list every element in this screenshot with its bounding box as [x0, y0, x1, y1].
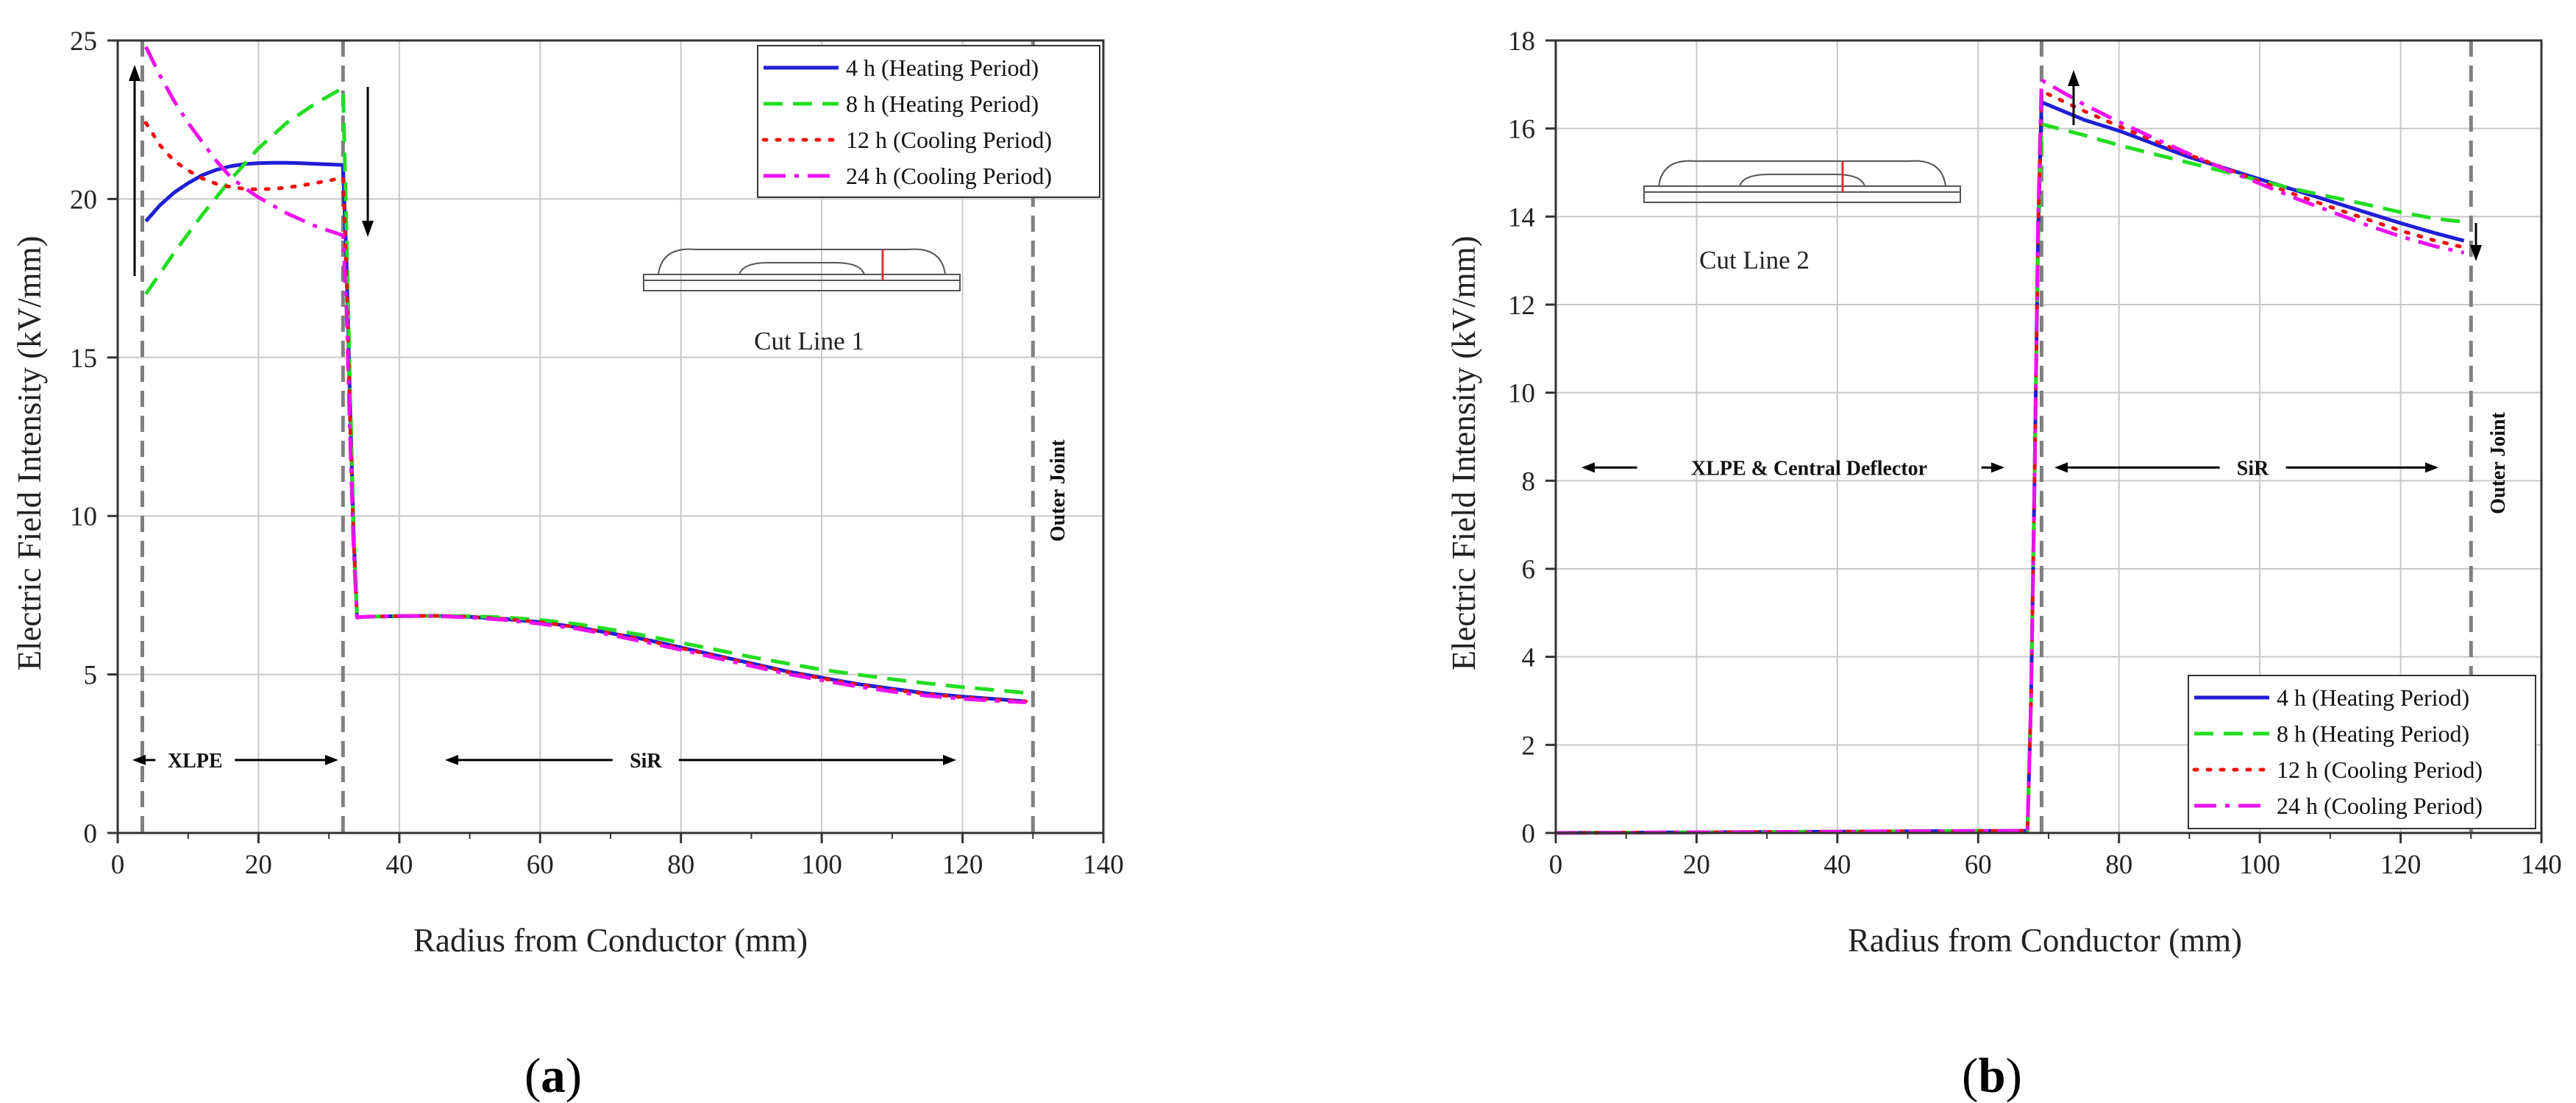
y-tick-label: 12 [1508, 291, 1535, 321]
outer-joint-label: Outer Joint [2487, 411, 2510, 514]
x-tick-label: 140 [2521, 850, 2562, 880]
y-tick-label: 4 [1522, 643, 1536, 673]
legend-entry-3: 12 h (Cooling Period) [2277, 756, 2483, 783]
y-tick-label: 2 [1522, 731, 1536, 761]
inset-cable-core [643, 280, 961, 291]
inset-joint-body [658, 248, 946, 275]
x-tick-label: 60 [1965, 850, 1992, 880]
legend-entry-2: 8 h (Heating Period) [2277, 720, 2469, 747]
panel-b-y-axis-title: Electric Field Intensity (kV/mm) [1445, 235, 1482, 670]
panel-a-label: (a) [524, 1049, 582, 1103]
inset-cable-core [1643, 191, 1961, 203]
panel-b-chart: 0 20 40 60 80 100 120 140 0 2 4 6 8 10 12 14 16 18 4 h (H… [1445, 26, 2562, 1103]
region-arrow-head-right [325, 754, 338, 765]
panel-a-region-labels: XLPE SiR Outer Joint [132, 439, 1070, 773]
outer-joint-label: Outer Joint [1047, 439, 1070, 542]
panel-a-arrows [129, 65, 374, 276]
y-tick-label: 10 [1508, 379, 1535, 409]
y-tick-label: 16 [1508, 115, 1535, 145]
panel-b-inset-diagram [1643, 160, 1961, 203]
x-tick-label: 40 [1824, 850, 1851, 880]
legend-entry-1: 4 h (Heating Period) [2277, 684, 2469, 711]
x-tick-label: 20 [1683, 850, 1710, 880]
x-tick-label: 140 [1083, 850, 1124, 880]
y-tick-label: 20 [70, 185, 97, 215]
panel-a-inset-diagram [643, 248, 961, 291]
panel-a-axes [107, 39, 1105, 843]
y-tick-label: 14 [1508, 202, 1535, 233]
x-tick-label: 80 [667, 850, 694, 880]
series-line-2 [1555, 122, 2464, 835]
x-tick-label: 0 [1549, 850, 1563, 880]
panel-a-y-axis-title: Electric Field Intensity (kV/mm) [11, 235, 48, 670]
y-tick-label: 6 [1522, 555, 1536, 585]
region-arrow-head-left [1581, 462, 1595, 473]
panel-b-x-axis-title: Radius from Conductor (mm) [1848, 922, 2242, 959]
y-tick-label: 15 [70, 344, 97, 374]
panel-b-arrows [2068, 70, 2482, 261]
x-tick-label: 40 [385, 850, 413, 880]
region-arrow-head-left [445, 754, 458, 765]
inset-cable-line [643, 274, 961, 281]
series-line-4 [1555, 78, 2465, 835]
region-label-1: XLPE [168, 750, 223, 773]
legend-box [757, 45, 1100, 198]
x-tick-label: 120 [942, 850, 983, 880]
panel-b-region-labels: XLPE & Central Deflector SiR Outer Joint [1581, 411, 2510, 514]
region-arrow-head-left [2054, 462, 2068, 473]
region-arrow-head-right [2425, 462, 2438, 473]
panel-a-inset-label: Cut Line 1 [754, 327, 864, 355]
y-tick-label: 5 [84, 661, 98, 691]
inset-deflector [739, 262, 865, 275]
panel-b-inset-label: Cut Line 2 [1699, 246, 1810, 274]
x-tick-label: 80 [2105, 850, 2132, 880]
x-tick-label: 20 [245, 850, 272, 880]
y-tick-label: 0 [1522, 819, 1536, 849]
region-arrow-head-left [132, 754, 146, 765]
inset-deflector [1739, 174, 1865, 187]
panel-a-tick-labels: 0 20 40 60 80 100 120 140 0 5 10 15 20 25 [70, 26, 1124, 880]
legend-entry-1: 4 h (Heating Period) [846, 54, 1039, 81]
region-arrow-head-right [1991, 462, 2004, 473]
y-tick-label: 25 [70, 26, 97, 57]
legend-entry-3: 12 h (Cooling Period) [846, 127, 1052, 153]
panel-a-x-axis-title: Radius from Conductor (mm) [413, 922, 808, 959]
legend-entry-4: 24 h (Cooling Period) [2277, 792, 2483, 819]
inset-cable-line [1643, 185, 1961, 193]
x-tick-label: 100 [801, 850, 842, 880]
region-label-2: SiR [630, 750, 662, 773]
region-label-2: SiR [2237, 457, 2269, 480]
legend-box [2188, 675, 2536, 829]
trend-arrow-head [129, 65, 140, 81]
x-tick-label: 120 [2380, 850, 2422, 880]
panel-a-series [143, 46, 1028, 704]
region-label-1: XLPE & Central Deflector [1691, 457, 1927, 480]
series-line-3 [143, 121, 1028, 703]
panel-b-axes [1545, 39, 2543, 843]
trend-arrow-head [362, 221, 374, 237]
x-tick-label: 100 [2239, 850, 2280, 880]
series-line-1 [144, 160, 1026, 703]
y-tick-label: 18 [1508, 26, 1535, 57]
panel-b-series [1554, 78, 2466, 835]
legend-entry-4: 24 h (Cooling Period) [846, 163, 1052, 189]
legend-entry-2: 8 h (Heating Period) [846, 91, 1039, 117]
trend-arrow-head [2470, 245, 2482, 261]
region-arrow-head-right [943, 754, 956, 765]
panel-a-legend: 4 h (Heating Period) 8 h (Heating Period)… [757, 45, 1100, 198]
inset-joint-body [1658, 160, 1946, 187]
panel-b-legend: 4 h (Heating Period) 8 h (Heating Period)… [2188, 675, 2536, 829]
panel-a-chart: 0 20 40 60 80 100 120 140 0 5 10 15 20 25 4 h (Heatin… [11, 26, 1124, 1103]
x-tick-label: 60 [527, 850, 554, 880]
x-tick-label: 0 [111, 850, 125, 880]
trend-arrow-head [2068, 70, 2079, 86]
y-tick-label: 0 [84, 819, 98, 849]
series-line-4 [144, 46, 1026, 704]
y-tick-label: 8 [1522, 467, 1536, 497]
panel-b-tick-labels: 0 20 40 60 80 100 120 140 0 2 4 6 8 10 12 14 16 18 [1508, 26, 2562, 880]
panel-b-label: (b) [1962, 1049, 2022, 1103]
y-tick-label: 10 [70, 502, 97, 532]
